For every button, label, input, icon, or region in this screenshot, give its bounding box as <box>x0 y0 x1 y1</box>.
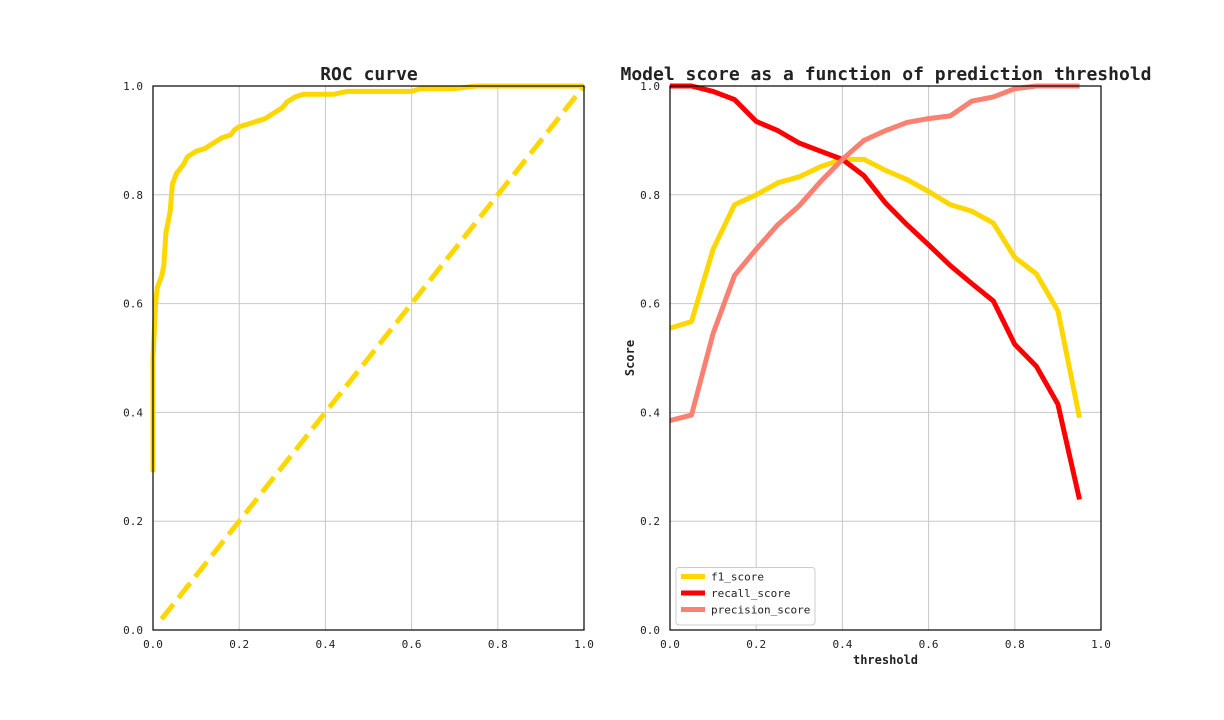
y-tick-label: 0.6 <box>123 298 143 311</box>
roc-axes-frame <box>152 85 585 631</box>
x-tick-label: 1.0 <box>1091 638 1111 651</box>
y-tick-label: 1.0 <box>640 80 660 93</box>
x-tick-label: 0.0 <box>143 638 163 651</box>
y-tick-label: 0.0 <box>640 624 660 637</box>
y-axis-label: Score <box>623 340 637 376</box>
y-tick-label: 0.4 <box>123 406 143 419</box>
roc-tick-labels: 0.0 0.2 0.4 0.6 0.8 1.0 0.0 0.2 0.4 0.6 0.8 1.0 <box>123 80 594 651</box>
legend-box <box>675 567 816 626</box>
y-tick-label: 0.2 <box>123 515 143 528</box>
legend: f1_score recall_score precision_score <box>675 567 816 626</box>
threshold-tick-labels: 0.0 0.2 0.4 0.6 0.8 1.0 0.0 0.2 0.4 0.6 0.8 1.0 <box>640 80 1111 651</box>
y-tick-label: 0.6 <box>640 298 660 311</box>
x-tick-label: 0.6 <box>919 638 939 651</box>
chance-diagonal-line <box>159 84 586 621</box>
x-tick-label: 0.4 <box>315 638 335 651</box>
x-tick-label: 0.6 <box>402 638 422 651</box>
y-tick-label: 1.0 <box>123 80 143 93</box>
y-tick-label: 0.4 <box>640 406 660 419</box>
y-tick-label: 0.0 <box>123 624 143 637</box>
f1-score-legend-label: f1_score <box>711 571 764 584</box>
threshold-title: Model score as a function of prediction … <box>620 64 1151 85</box>
f1-score-line <box>669 156 1082 419</box>
roc-curve-line <box>150 83 584 473</box>
precision-score-line <box>669 83 1080 424</box>
threshold-grid <box>669 85 1102 631</box>
threshold-axes-frame <box>669 85 1102 631</box>
x-tick-label: 0.2 <box>229 638 249 651</box>
x-tick-label: 1.0 <box>574 638 594 651</box>
roc-title: ROC curve <box>320 64 418 85</box>
y-tick-label: 0.8 <box>123 189 143 202</box>
recall-score-line <box>670 83 1082 500</box>
roc-series-layer <box>150 83 586 621</box>
roc-curve-panel: 0.0 0.2 0.4 0.6 0.8 1.0 0.0 0.2 0.4 0.6 0.8 1.0 ROC… <box>123 64 594 651</box>
y-tick-label: 0.2 <box>640 515 660 528</box>
x-tick-label: 0.0 <box>660 638 680 651</box>
threshold-series-layer <box>669 83 1082 500</box>
x-tick-label: 0.8 <box>488 638 508 651</box>
precision-score-legend-label: precision_score <box>711 604 810 617</box>
y-tick-label: 0.8 <box>640 189 660 202</box>
x-tick-label: 0.2 <box>746 638 766 651</box>
x-tick-label: 0.8 <box>1005 638 1025 651</box>
x-tick-label: 0.4 <box>832 638 852 651</box>
recall-score-legend-label: recall_score <box>711 587 790 600</box>
x-axis-label: threshold <box>853 653 918 667</box>
threshold-score-panel: 0.0 0.2 0.4 0.6 0.8 1.0 0.0 0.2 0.4 0.6 0.8 1.0 Mod… <box>620 64 1151 667</box>
